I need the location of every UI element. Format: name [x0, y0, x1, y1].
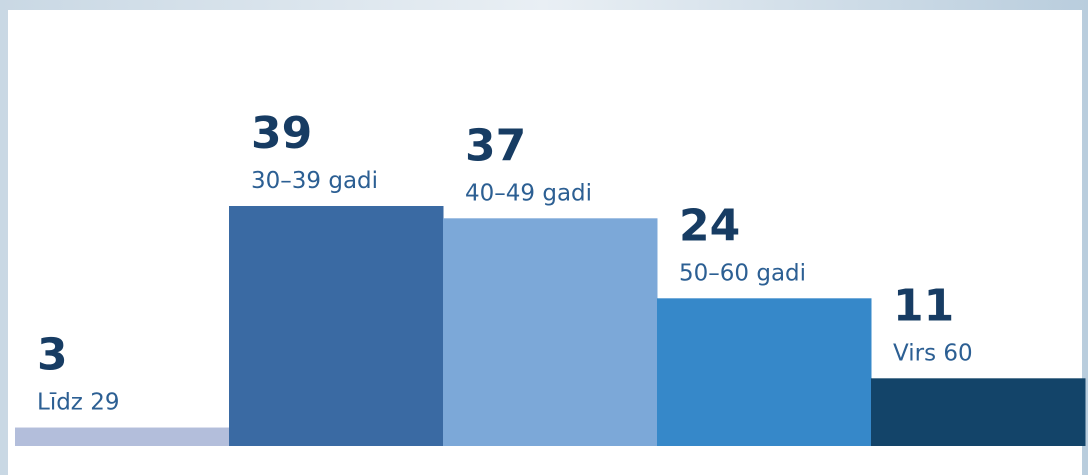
value-label: 3	[37, 330, 68, 381]
value-label: 37	[465, 120, 526, 171]
bar	[657, 298, 872, 446]
bar	[15, 427, 230, 446]
bar	[443, 218, 658, 446]
category-label: Līdz 29	[37, 390, 119, 416]
value-label: 11	[893, 280, 954, 331]
value-label: 39	[251, 108, 312, 159]
bar	[229, 206, 444, 446]
category-label: 30–39 gadi	[251, 168, 378, 194]
bar	[871, 378, 1086, 446]
category-label: 50–60 gadi	[679, 260, 806, 286]
category-label: 40–49 gadi	[465, 180, 592, 206]
category-label: Virs 60	[893, 340, 973, 366]
plot-area: 3 Līdz 29 39 30–39 gadi 37 40–49 gadi 24 50–60 …	[15, 108, 1086, 446]
value-label: 24	[679, 200, 740, 251]
